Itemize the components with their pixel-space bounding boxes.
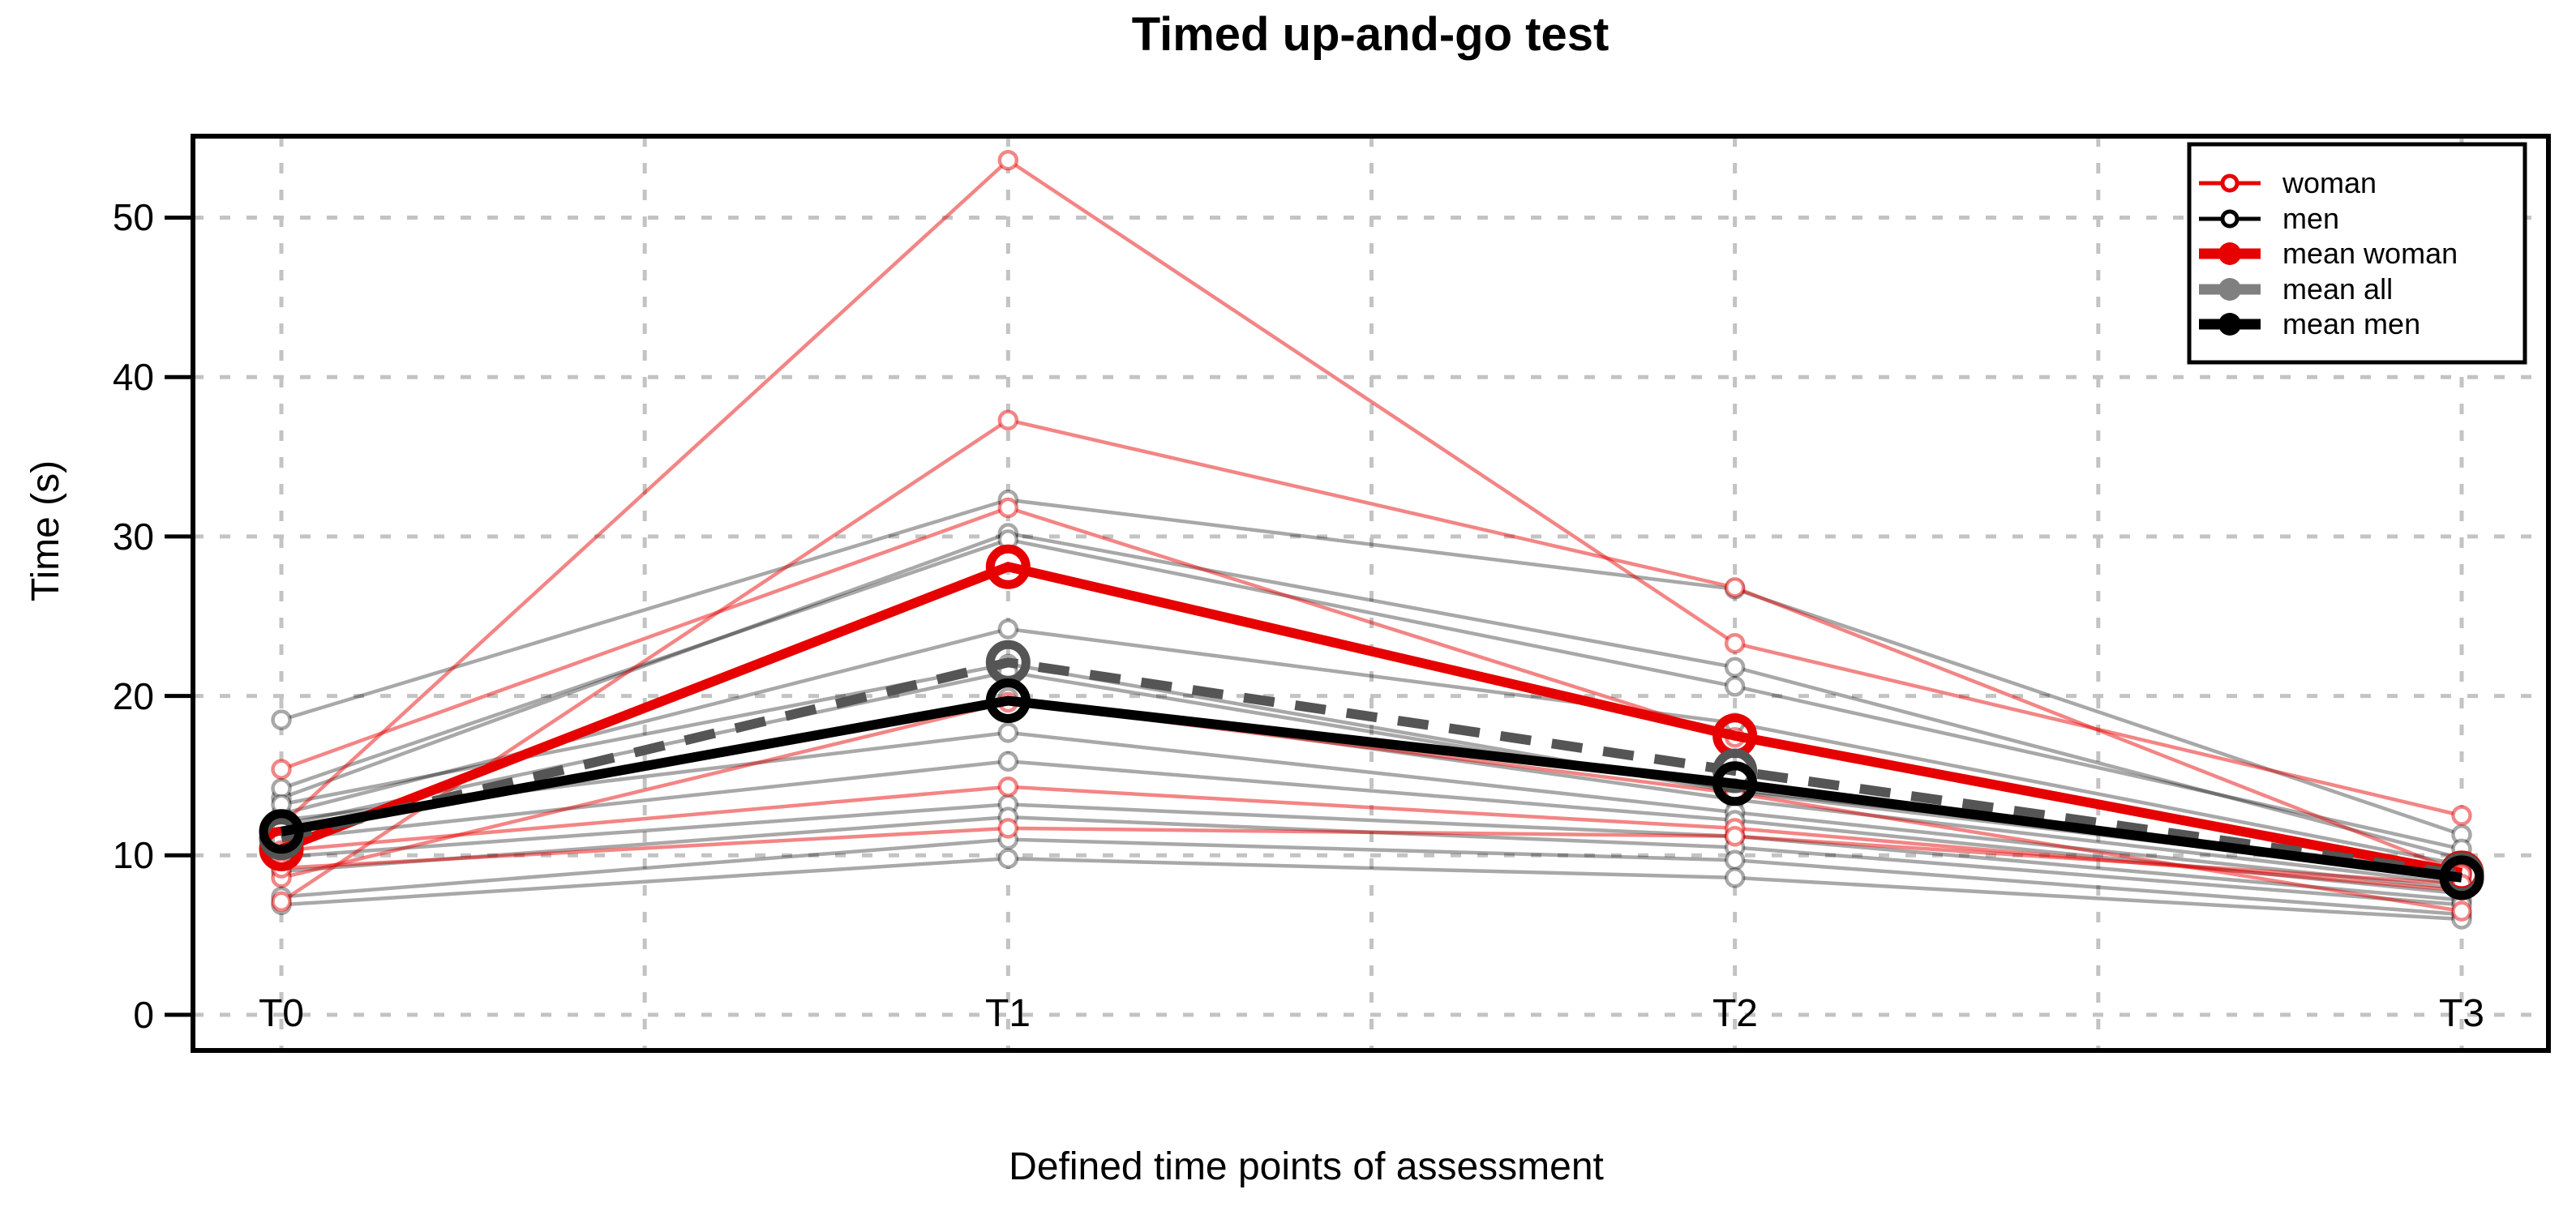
men-marker-m13-t1 xyxy=(997,848,1019,869)
legend-label-men: men xyxy=(2282,202,2339,235)
x-category-label-t1: T1 xyxy=(985,992,1031,1035)
legend-marker-mean-men-icon xyxy=(2218,313,2241,336)
mean-layer xyxy=(259,544,2484,901)
legend-label-mean-woman: mean woman xyxy=(2282,237,2458,270)
chart-title: Timed up-and-go test xyxy=(1132,8,1609,61)
mean-men-marker-t3 xyxy=(2439,855,2484,901)
woman-marker-w5-t1 xyxy=(997,776,1019,798)
men-line-m3 xyxy=(281,537,2462,851)
legend: woman men mean woman mean all mean men xyxy=(2187,142,2527,365)
mean-men-line xyxy=(280,695,2462,883)
x-axis-title: Defined time points of assessment xyxy=(1009,1145,1604,1188)
men-line-m8 xyxy=(281,730,2462,891)
men-line-m4 xyxy=(281,627,2462,867)
men-marker-m2-t2 xyxy=(1724,657,1746,678)
woman-line-w1 xyxy=(280,157,2462,827)
x-category-label-t0: T0 xyxy=(259,992,304,1035)
men-line-m13 xyxy=(281,856,2462,922)
men-marker-m3-t2 xyxy=(1724,676,1746,697)
legend-label-mean-all: mean all xyxy=(2282,272,2393,306)
y-tick-label-40: 40 xyxy=(113,356,154,398)
men-marker-m8-t1 xyxy=(997,722,1019,743)
woman-line-w6 xyxy=(281,826,2462,886)
woman-marker-w3-t1 xyxy=(997,497,1019,519)
men-line-m10 xyxy=(281,802,2462,902)
woman-line-w4 xyxy=(281,700,2462,913)
legend-marker-mean-woman-icon xyxy=(2218,242,2241,265)
x-category-label-t2: T2 xyxy=(1712,992,1758,1035)
mean-all-line xyxy=(280,657,2462,879)
legend-label-mean-men: mean men xyxy=(2282,307,2420,340)
men-marker-m4-t1 xyxy=(997,618,1019,640)
legend-label-woman: woman xyxy=(2282,166,2377,199)
series-layer xyxy=(271,149,2472,930)
y-tick-label-10: 10 xyxy=(113,834,154,876)
men-line-m1 xyxy=(281,498,2462,836)
x-category-label-t3: T3 xyxy=(2439,992,2484,1035)
y-tick-label-0: 0 xyxy=(133,994,154,1036)
y-tick-label-50: 50 xyxy=(113,196,154,238)
men-line-m12 xyxy=(281,837,2462,917)
mean-woman-line xyxy=(279,562,2463,878)
mean-men-marker-t0 xyxy=(259,809,304,854)
plot-border xyxy=(191,134,2551,1053)
legend-marker-mean-all-icon xyxy=(2218,278,2241,301)
woman-marker-w2-t0 xyxy=(271,891,292,913)
woman-marker-w1-t2 xyxy=(1724,632,1746,654)
mean-men-marker-t1 xyxy=(985,678,1031,724)
mean-men-marker-t2 xyxy=(1712,761,1758,806)
legend-marker-men-icon xyxy=(2220,209,2240,229)
mean-woman-marker-t1 xyxy=(985,544,1031,589)
men-line-m9 xyxy=(281,759,2462,896)
men-line-m2 xyxy=(281,531,2462,861)
woman-line-w5 xyxy=(281,785,2462,892)
woman-marker-w2-t2 xyxy=(1724,577,1746,598)
woman-marker-w1-t1 xyxy=(997,149,1019,171)
legend-marker-woman-icon xyxy=(2220,173,2240,193)
men-marker-m1-t0 xyxy=(271,709,292,730)
woman-line-w2 xyxy=(280,417,2462,904)
woman-marker-w6-t2 xyxy=(1724,825,1746,847)
woman-marker-w1-t3 xyxy=(2451,805,2472,826)
woman-marker-w6-t1 xyxy=(997,818,1019,839)
men-marker-m13-t2 xyxy=(1724,867,1746,888)
men-line-m11 xyxy=(281,815,2462,907)
woman-marker-w2-t1 xyxy=(997,409,1019,431)
woman-marker-w3-t0 xyxy=(271,759,292,780)
men-marker-m9-t1 xyxy=(997,751,1019,772)
y-axis-title: Time (s) xyxy=(24,460,67,601)
y-tick-label-30: 30 xyxy=(113,516,154,558)
y-axis-ticks xyxy=(165,216,193,1017)
men-marker-m12-t2 xyxy=(1724,849,1746,871)
y-tick-label-20: 20 xyxy=(113,675,154,717)
woman-marker-w4-t3 xyxy=(2451,901,2472,922)
